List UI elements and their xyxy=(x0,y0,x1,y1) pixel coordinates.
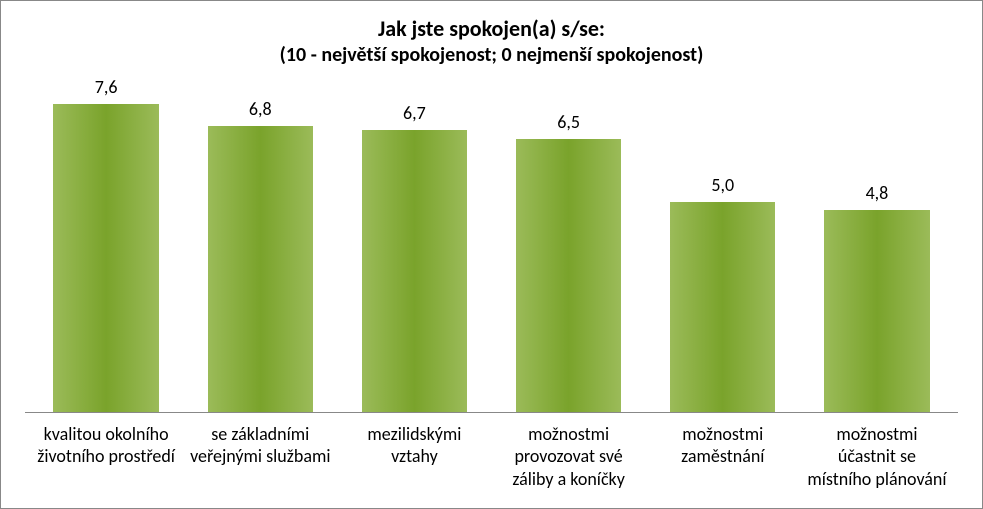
category-label: se základními veřejnými službami xyxy=(183,423,337,491)
bar xyxy=(362,130,467,411)
category-label: možnostmi zaměstnání xyxy=(646,423,800,491)
bar-slot: 6,5 xyxy=(492,76,646,412)
bar xyxy=(53,104,158,412)
bar-slot: 4,8 xyxy=(800,76,954,412)
category-label: mezilidskými vztahy xyxy=(337,423,491,491)
bar-value-label: 7,6 xyxy=(95,76,118,98)
bar xyxy=(824,210,929,412)
bar-slot: 6,8 xyxy=(183,76,337,412)
category-axis: kvalitou okolního životního prostředíse … xyxy=(25,413,958,491)
chart-container: Jak jste spokojen(a) s/se: (10 - největš… xyxy=(0,0,983,509)
bar-value-label: 6,8 xyxy=(249,98,272,120)
category-label: možnostmi provozovat své záliby a koníčk… xyxy=(492,423,646,491)
bar xyxy=(516,139,621,412)
bar xyxy=(670,202,775,412)
bars-row: 7,6 6,8 6,7 6,5 5,0 4,8 xyxy=(25,76,958,413)
bar-value-label: 6,5 xyxy=(557,111,580,133)
chart-subtitle: (10 - největší spokojenost; 0 nejmenší s… xyxy=(25,43,958,68)
bar-value-label: 5,0 xyxy=(711,174,734,196)
category-label: možnostmi účastnit se místního plánování xyxy=(800,423,954,491)
chart-title: Jak jste spokojen(a) s/se: xyxy=(25,15,958,43)
category-label: kvalitou okolního životního prostředí xyxy=(29,423,183,491)
plot-area: 7,6 6,8 6,7 6,5 5,0 4,8 kvalitou okolního živ… xyxy=(25,76,958,491)
bar-value-label: 4,8 xyxy=(866,182,889,204)
bar-slot: 5,0 xyxy=(646,76,800,412)
bar-slot: 7,6 xyxy=(29,76,183,412)
bar-value-label: 6,7 xyxy=(403,102,426,124)
bar xyxy=(208,126,313,412)
bar-slot: 6,7 xyxy=(337,76,491,412)
chart-title-block: Jak jste spokojen(a) s/se: (10 - největš… xyxy=(25,15,958,68)
